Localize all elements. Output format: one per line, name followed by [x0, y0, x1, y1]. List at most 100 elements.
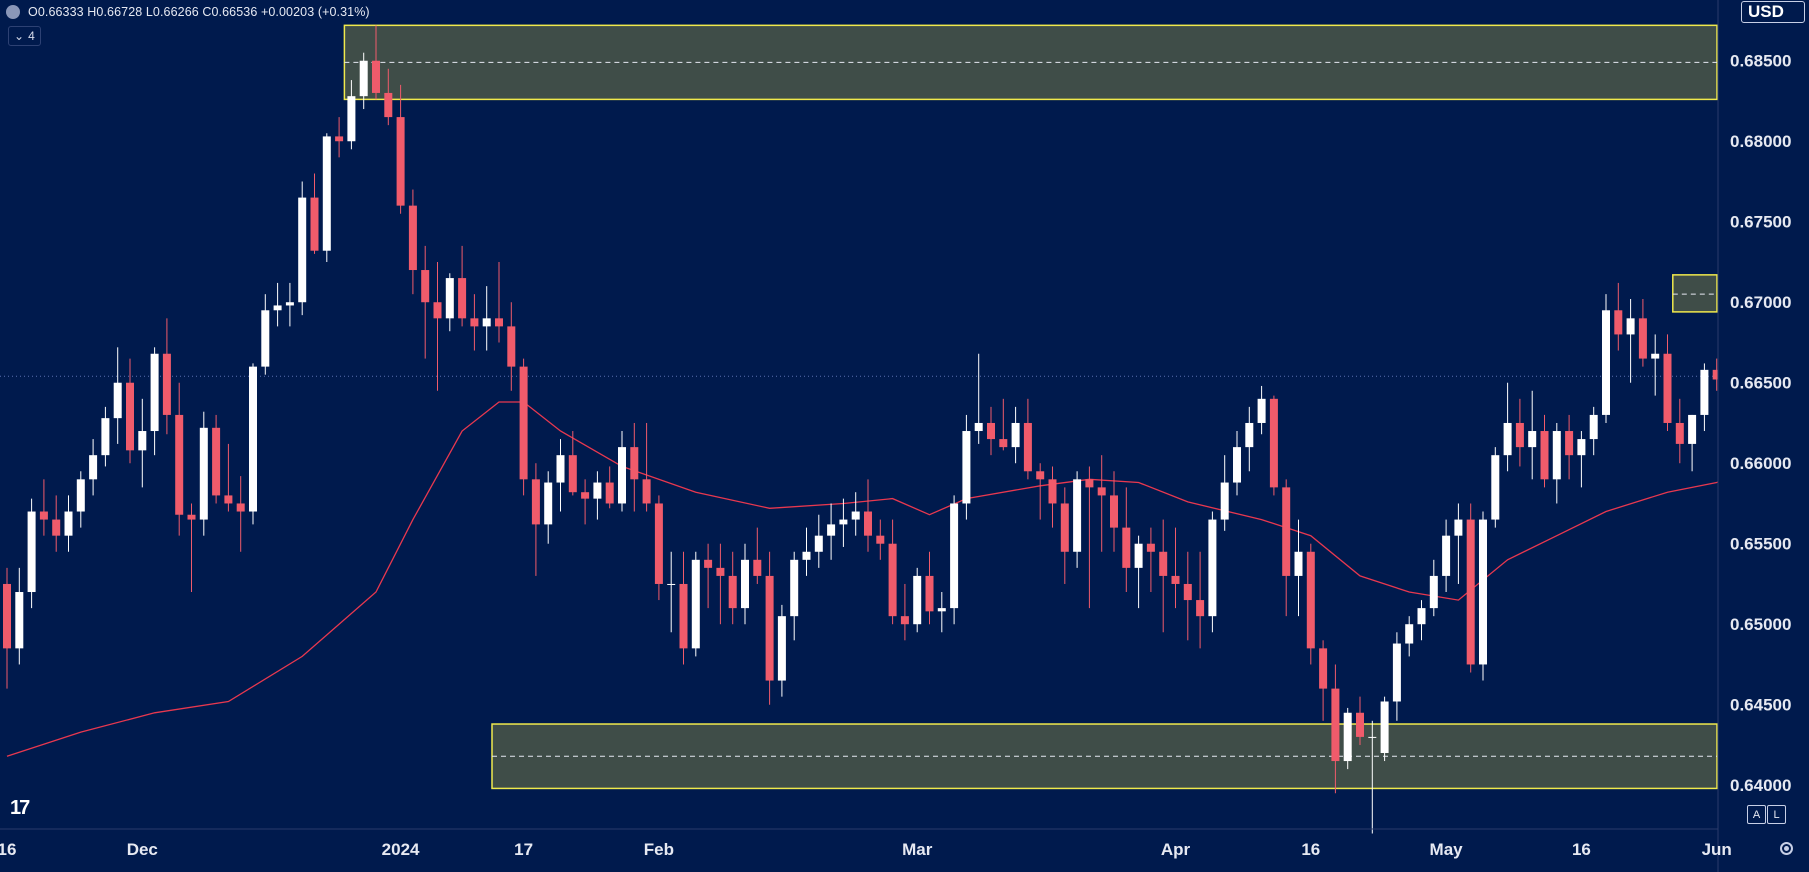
- candle-body: [359, 60, 368, 97]
- candle-body: [162, 353, 171, 415]
- candle-body: [1380, 701, 1389, 754]
- candle-body: [1011, 422, 1020, 448]
- candle-body: [1688, 414, 1697, 444]
- candle-body: [1134, 543, 1143, 568]
- candle-body: [654, 503, 663, 584]
- candle-body: [519, 366, 528, 480]
- candle-body: [1565, 431, 1574, 456]
- candle-body: [1208, 519, 1217, 617]
- candle-body: [1294, 551, 1303, 576]
- candle-body: [113, 382, 122, 419]
- candle-body: [1552, 431, 1561, 480]
- candle-body: [1233, 447, 1241, 483]
- candle-body: [273, 305, 282, 311]
- candle-body: [1540, 431, 1549, 480]
- candle-body: [1269, 398, 1278, 488]
- candle-body: [814, 535, 823, 552]
- currency-button[interactable]: USD: [1741, 1, 1805, 23]
- candle-body: [261, 310, 270, 367]
- zone-box: [1672, 274, 1718, 313]
- time-tick-label: Dec: [127, 840, 158, 859]
- candle-body: [581, 492, 590, 499]
- candle-body: [1700, 369, 1709, 415]
- gear-icon[interactable]: [1780, 842, 1793, 855]
- candle-body: [1503, 422, 1512, 456]
- candle-body: [1023, 422, 1032, 472]
- candle-body: [753, 559, 762, 576]
- candle-body: [1479, 519, 1487, 665]
- candle-body: [544, 482, 553, 525]
- candle-body: [150, 353, 159, 432]
- time-tick-label: 16: [1572, 840, 1591, 859]
- candle-body: [728, 575, 737, 609]
- candle-body: [716, 567, 725, 576]
- candle-body: [827, 524, 836, 536]
- candle-body: [1651, 353, 1660, 359]
- indicator-count: 4: [28, 29, 35, 43]
- candle-body: [974, 422, 983, 432]
- price-tick-label: 0.65500: [1730, 535, 1791, 554]
- candle-body: [691, 559, 700, 649]
- candle-body: [1331, 688, 1340, 762]
- candle-body: [1577, 439, 1586, 456]
- candle-body: [1073, 479, 1082, 552]
- candle-body: [285, 302, 294, 306]
- candle-body: [630, 447, 639, 480]
- indicators-collapse-button[interactable]: ⌄ 4: [8, 26, 41, 46]
- price-tick-label: 0.64000: [1730, 776, 1791, 795]
- candle-body: [76, 479, 85, 512]
- candle-body: [605, 482, 614, 504]
- candle-body: [1122, 527, 1131, 568]
- candle-body: [101, 418, 110, 456]
- candle-body: [999, 439, 1008, 448]
- candle-body: [126, 382, 134, 451]
- candle-body: [138, 431, 147, 451]
- candle-body: [900, 616, 909, 625]
- price-tick-label: 0.68500: [1730, 52, 1791, 71]
- symbol-dot-icon[interactable]: [6, 5, 20, 19]
- candle-body: [1663, 353, 1672, 423]
- candle-body: [433, 302, 442, 319]
- candle-body: [1183, 583, 1192, 601]
- log-scale-button[interactable]: L: [1767, 805, 1786, 824]
- candle-body: [1159, 551, 1168, 576]
- candle-body: [27, 511, 36, 593]
- candle-body: [1036, 471, 1045, 480]
- price-tick-label: 0.66000: [1730, 454, 1791, 473]
- candle-body: [236, 503, 245, 512]
- candle-body: [372, 60, 380, 93]
- time-tick-label: 16: [0, 840, 16, 859]
- candle-body: [851, 511, 860, 520]
- candle-body: [568, 455, 577, 493]
- candle-body: [89, 455, 98, 480]
- candle-body: [950, 503, 959, 609]
- candle-body: [1515, 422, 1524, 448]
- candle-body: [1060, 503, 1069, 552]
- moving-average-line: [6, 401, 1754, 757]
- candle-body: [1528, 431, 1537, 448]
- candle-body: [1712, 369, 1721, 380]
- candle-body: [1196, 600, 1205, 617]
- candle-body: [212, 427, 221, 496]
- candle-body: [322, 136, 331, 251]
- tradingview-logo-icon[interactable]: 17: [10, 797, 30, 819]
- candle-body: [1429, 575, 1438, 609]
- candle-body: [777, 616, 786, 681]
- candle-body: [1220, 482, 1229, 520]
- candle-body: [470, 318, 479, 327]
- candle-body: [1097, 487, 1106, 496]
- candle-body: [1356, 712, 1364, 737]
- candle-body: [1368, 736, 1377, 738]
- time-tick-label: 17: [514, 840, 533, 859]
- candle-body: [888, 543, 897, 617]
- candle-body: [15, 592, 24, 649]
- candle-body: [408, 205, 417, 271]
- candle-body: [249, 366, 257, 512]
- candle-body: [1171, 575, 1180, 584]
- candle-body: [187, 514, 196, 520]
- auto-scale-button[interactable]: A: [1747, 805, 1766, 824]
- candle-body: [1626, 318, 1635, 335]
- candle-body: [790, 559, 799, 617]
